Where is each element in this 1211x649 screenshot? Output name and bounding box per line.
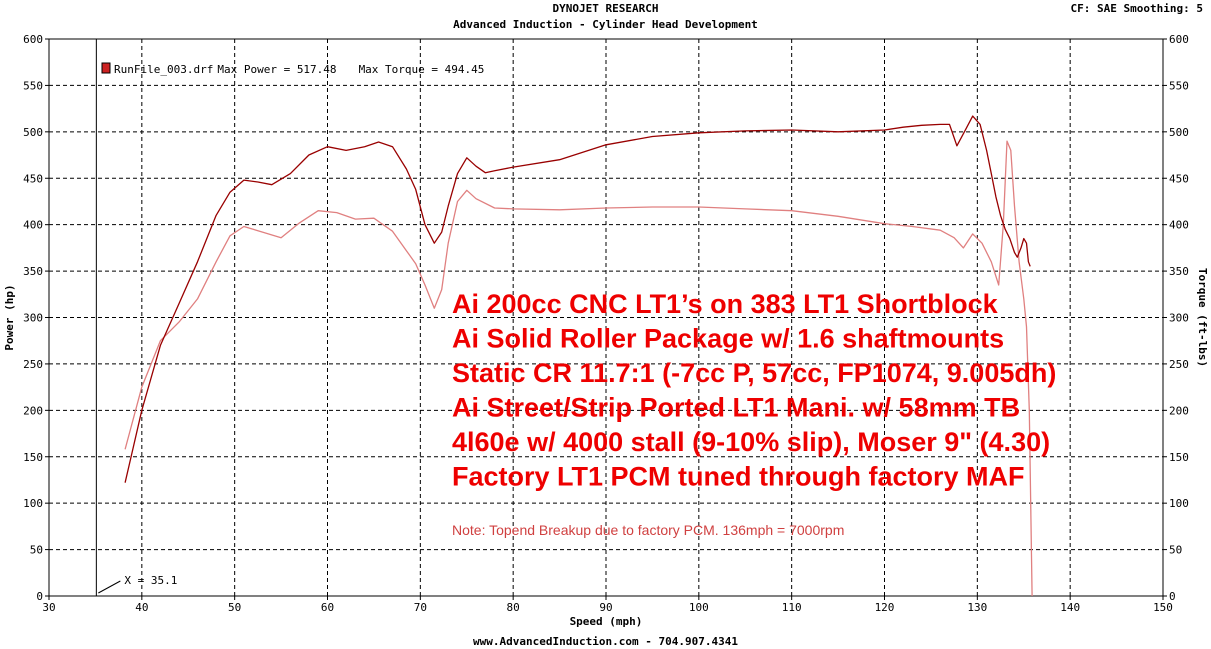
y2-tick-label: 600 [1169,33,1189,46]
y2-tick-label: 100 [1169,497,1189,510]
x-tick-label: 60 [321,601,334,614]
y2-tick-label: 150 [1169,451,1189,464]
x-tick-label: 120 [875,601,895,614]
y-tick-label: 300 [23,312,43,325]
cursor-label: X = 35.1 [124,574,177,587]
y2-tick-labels: 0 50 100 150 200 250 300 350 400 450 500 550 600 [1169,33,1189,603]
y-tick-label: 50 [30,544,43,557]
y2-tick-label: 300 [1169,312,1189,325]
y-tick-label: 200 [23,404,43,417]
chart-subtitle: Advanced Induction - Cylinder Head Devel… [453,18,758,31]
x-tick-label: 150 [1153,601,1173,614]
y2-tick-label: 0 [1169,590,1176,603]
y-tick-label: 250 [23,358,43,371]
y-axis-label: Power (hp) [3,284,16,350]
torque-series-line [124,140,1033,597]
y2-tick-label: 400 [1169,219,1189,232]
x-tick-label: 80 [507,601,520,614]
legend-file: RunFile_003.drf [114,63,213,76]
y-tick-labels: 0 50 100 150 200 250 300 350 400 450 500 550 600 [23,33,43,603]
legend-entry: RunFile_003.drf Max Power = 517.48 Max Tor… [114,63,484,76]
plot-frame [48,38,1164,597]
y2-tick-label: 250 [1169,358,1189,371]
annotation-line: Static CR 11.7:1 (-7cc P, 57cc, FP1074, … [452,358,1056,388]
y-tick-label: 150 [23,451,43,464]
legend-max-torque: Max Torque = 494.45 [359,63,485,76]
y-tick-label: 350 [23,265,43,278]
x-tick-label: 100 [689,601,709,614]
y2-tick-label: 200 [1169,404,1189,417]
x-tick-label: 40 [135,601,148,614]
legend-swatch[interactable] [101,62,111,74]
x-tick-label: 110 [782,601,802,614]
x-tick-label: 30 [42,601,55,614]
power-series-line [124,115,1031,483]
y-tick-label: 550 [23,79,43,92]
y-tick-label: 400 [23,219,43,232]
correction-factor-label: CF: SAE Smoothing: 5 [1070,2,1203,15]
x-axis-label: Speed (mph) [570,615,643,628]
x-tick-label: 50 [228,601,241,614]
grid-lines [45,38,1167,600]
footer-contact: www.AdvancedInduction.com - 704.907.4341 [473,635,738,648]
y2-tick-label: 500 [1169,126,1189,139]
y2-tick-label: 450 [1169,172,1189,185]
annotation-line: Ai 200cc CNC LT1’s on 383 LT1 Shortblock [452,289,999,319]
y2-tick-label: 50 [1169,544,1182,557]
annotation-line: 4l60e w/ 4000 stall (9-10% slip), Moser … [452,427,1050,457]
y-tick-label: 0 [36,590,43,603]
y2-tick-label: 550 [1169,79,1189,92]
series-lines [124,115,1033,597]
y-tick-label: 450 [23,172,43,185]
legend-max-power: Max Power = 517.48 [217,63,336,76]
x-tick-labels: 30 40 50 60 70 80 90 100 110 120 130 140 150 [42,601,1173,614]
cursor-pointer [98,580,121,594]
y-tick-label: 600 [23,33,43,46]
y2-tick-label: 350 [1169,265,1189,278]
annotation-line: Factory LT1 PCM tuned through factory MA… [452,462,1025,492]
chart-title: DYNOJET RESEARCH [552,2,659,15]
annotation-block: Ai 200cc CNC LT1’s on 383 LT1 Shortblock… [452,289,1056,492]
note-text: Note: Topend Breakup due to factory PCM.… [452,522,844,538]
x-tick-label: 90 [599,601,612,614]
x-tick-label: 130 [967,601,987,614]
annotation-line: Ai Street/Strip Ported LT1 Mani. w/ 58mm… [452,393,1020,423]
x-tick-label: 70 [414,601,427,614]
x-tick-label: 140 [1060,601,1080,614]
annotation-line: Ai Solid Roller Package w/ 1.6 shaftmoun… [452,324,1004,354]
y-tick-label: 500 [23,126,43,139]
y-tick-label: 100 [23,497,43,510]
y2-axis-label: Torque (ft-lbs) [1196,268,1209,367]
